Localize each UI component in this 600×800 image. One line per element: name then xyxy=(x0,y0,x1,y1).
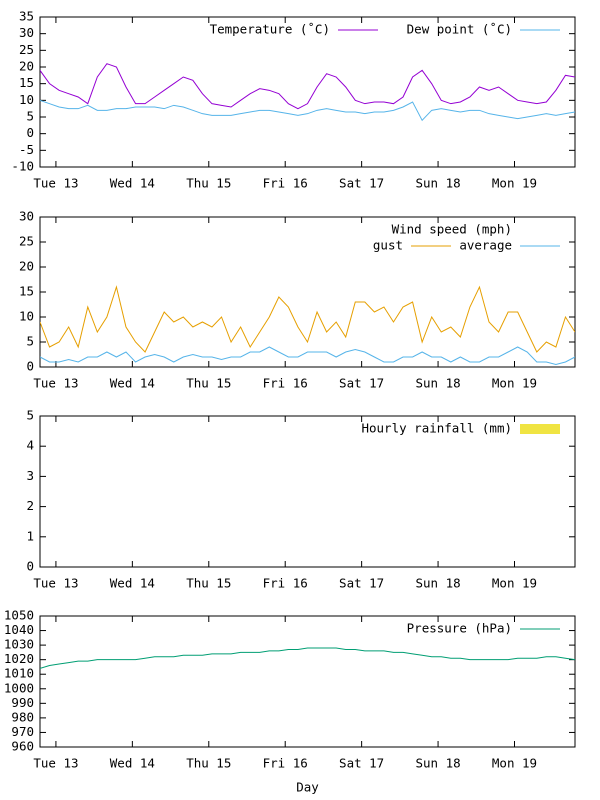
y-tick-label: 960 xyxy=(11,739,34,754)
x-tick-label: Sun 18 xyxy=(415,176,460,191)
y-tick-label: 5 xyxy=(26,408,34,423)
y-tick-label: 30 xyxy=(19,25,34,40)
y-tick-label: 25 xyxy=(19,234,34,249)
x-tick-label: Wed 14 xyxy=(110,756,155,771)
y-tick-label: 1050 xyxy=(4,608,34,623)
plot-area xyxy=(40,285,575,366)
legend-label: Dew point (˚C) xyxy=(407,22,512,37)
legend-label: Temperature (˚C) xyxy=(210,22,330,37)
x-tick-label: Wed 14 xyxy=(110,376,155,391)
x-tick-label: Tue 13 xyxy=(33,376,78,391)
y-tick-label: 2 xyxy=(26,498,34,513)
x-tick-label: Thu 15 xyxy=(186,756,231,771)
x-tick-label: Tue 13 xyxy=(33,576,78,591)
y-tick-label: 20 xyxy=(19,59,34,74)
plot-frame xyxy=(39,615,576,748)
y-tick-label: 1040 xyxy=(4,622,34,637)
y-tick-label: 3 xyxy=(26,468,34,483)
y-tick-label: 1020 xyxy=(4,651,34,666)
x-tick-label: Fri 16 xyxy=(263,376,308,391)
series-line xyxy=(40,346,575,366)
x-tick-label: Sat 17 xyxy=(339,176,384,191)
x-tick-label: Thu 15 xyxy=(186,176,231,191)
x-tick-label: Thu 15 xyxy=(186,376,231,391)
y-tick-label: 4 xyxy=(26,438,34,453)
y-tick-label: 970 xyxy=(11,724,34,739)
x-tick-label: Mon 19 xyxy=(492,176,537,191)
x-tick-label: Sun 18 xyxy=(415,576,460,591)
y-tick-label: 15 xyxy=(19,75,34,90)
x-tick-label: Tue 13 xyxy=(33,756,78,771)
y-tick-label: 0 xyxy=(26,125,34,140)
legend-label: gust xyxy=(373,238,403,253)
plot-area xyxy=(40,63,575,122)
x-tick-label: Sat 17 xyxy=(339,376,384,391)
x-tick-label: Wed 14 xyxy=(110,576,155,591)
plot-frame xyxy=(39,16,576,168)
series-line xyxy=(40,63,575,110)
y-tick-label: 30 xyxy=(19,209,34,224)
y-tick-label: 15 xyxy=(19,284,34,299)
series-line xyxy=(40,99,575,122)
legend-label: average xyxy=(459,238,512,253)
y-tick-label: 5 xyxy=(26,109,34,124)
plot-area xyxy=(40,647,575,669)
x-tick-label: Tue 13 xyxy=(33,176,78,191)
y-tick-label: 1 xyxy=(26,528,34,543)
y-tick-label: 25 xyxy=(19,42,34,57)
y-tick-label: 990 xyxy=(11,695,34,710)
y-tick-label: 1010 xyxy=(4,666,34,681)
y-tick-label: 20 xyxy=(19,259,34,274)
series-line xyxy=(40,285,575,353)
y-tick-label: 1000 xyxy=(4,680,34,695)
x-tick-label: Sun 18 xyxy=(415,756,460,771)
y-tick-label: -10 xyxy=(11,159,34,174)
y-tick-label: 0 xyxy=(26,559,34,574)
series-line xyxy=(40,647,575,669)
y-tick-label: 5 xyxy=(26,334,34,349)
y-tick-label: -5 xyxy=(19,142,34,157)
x-tick-label: Thu 15 xyxy=(186,576,231,591)
x-tick-label: Mon 19 xyxy=(492,756,537,771)
plot-frame xyxy=(39,415,576,568)
x-tick-label: Fri 16 xyxy=(263,176,308,191)
x-tick-label: Sun 18 xyxy=(415,376,460,391)
y-tick-label: 10 xyxy=(19,92,34,107)
y-tick-label: 0 xyxy=(26,359,34,374)
y-tick-label: 980 xyxy=(11,709,34,724)
y-tick-label: 35 xyxy=(19,9,34,24)
legend-label: Pressure (hPa) xyxy=(407,621,512,636)
x-tick-label: Mon 19 xyxy=(492,576,537,591)
legend-swatch xyxy=(520,424,560,434)
x-tick-label: Fri 16 xyxy=(263,576,308,591)
legend-label: Hourly rainfall (mm) xyxy=(361,421,512,436)
x-axis-label: Day xyxy=(296,780,319,795)
x-tick-label: Sat 17 xyxy=(339,576,384,591)
y-tick-label: 10 xyxy=(19,309,34,324)
x-tick-label: Fri 16 xyxy=(263,756,308,771)
y-tick-label: 1030 xyxy=(4,637,34,652)
x-tick-label: Mon 19 xyxy=(492,376,537,391)
x-tick-label: Sat 17 xyxy=(339,756,384,771)
legend-title: Wind speed (mph) xyxy=(392,222,512,237)
x-tick-label: Wed 14 xyxy=(110,176,155,191)
